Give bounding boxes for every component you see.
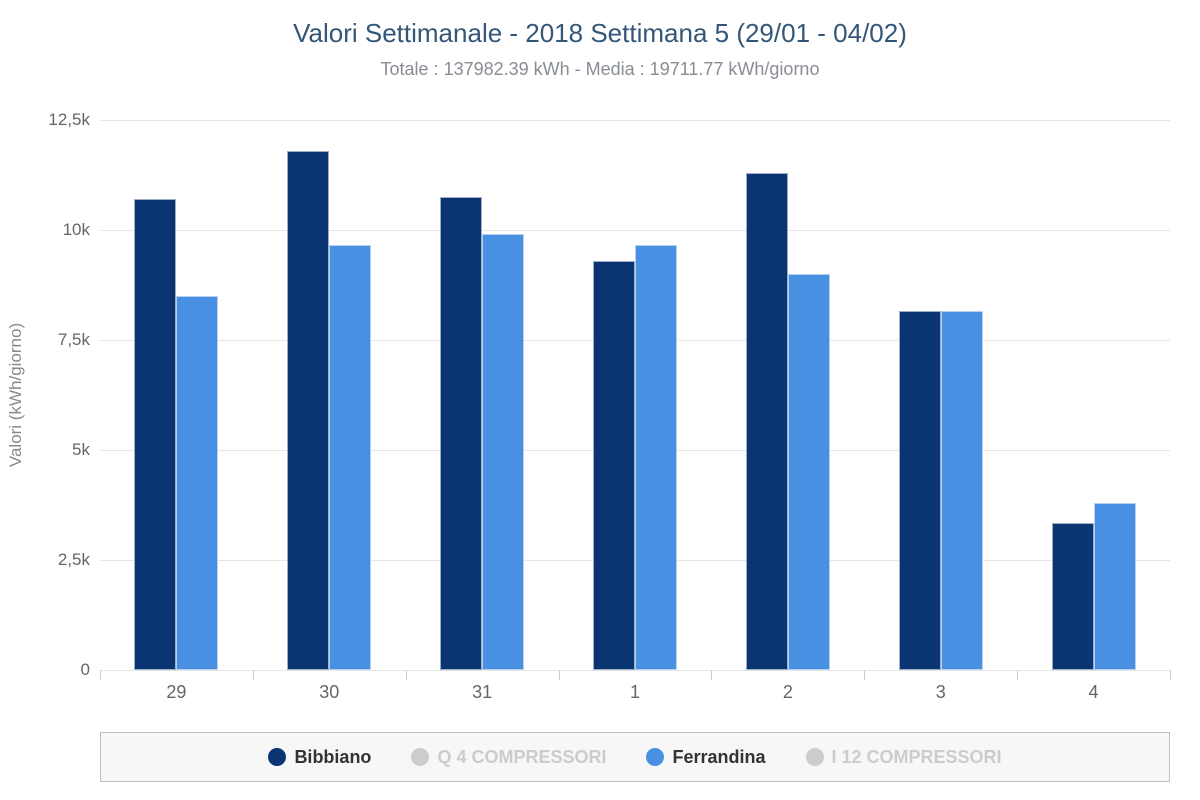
xaxis-tick [559, 670, 560, 680]
bar-bibbiano[interactable] [1052, 523, 1094, 670]
bar-bibbiano[interactable] [440, 197, 482, 670]
bar-ferrandina[interactable] [1094, 503, 1136, 670]
bar-ferrandina[interactable] [482, 234, 524, 670]
bar-bibbiano[interactable] [899, 311, 941, 670]
legend-label: I 12 COMPRESSORI [832, 747, 1002, 768]
xtick-label: 30 [319, 670, 339, 703]
legend-label: Q 4 COMPRESSORI [437, 747, 606, 768]
bar-bibbiano[interactable] [746, 173, 788, 670]
bar-bibbiano[interactable] [287, 151, 329, 670]
ytick-label: 12,5k [48, 110, 100, 130]
legend-item-bibbiano[interactable]: Bibbiano [268, 747, 371, 768]
xaxis-tick [1170, 670, 1171, 680]
legend-item-ferrandina[interactable]: Ferrandina [646, 747, 765, 768]
legend-item-i-12-compressori[interactable]: I 12 COMPRESSORI [806, 747, 1002, 768]
bar-ferrandina[interactable] [329, 245, 371, 670]
xaxis-tick [1017, 670, 1018, 680]
legend-swatch-icon [411, 748, 429, 766]
bar-ferrandina[interactable] [635, 245, 677, 670]
xaxis-tick [100, 670, 101, 680]
xaxis-tick [406, 670, 407, 680]
legend-label: Ferrandina [672, 747, 765, 768]
ytick-label: 10k [63, 220, 100, 240]
legend-label: Bibbiano [294, 747, 371, 768]
bar-bibbiano[interactable] [593, 261, 635, 670]
xtick-label: 3 [936, 670, 946, 703]
xtick-label: 2 [783, 670, 793, 703]
legend-item-q-4-compressori[interactable]: Q 4 COMPRESSORI [411, 747, 606, 768]
bar-ferrandina[interactable] [788, 274, 830, 670]
legend-swatch-icon [646, 748, 664, 766]
plot-area: 02,5k5k7,5k10k12,5k2930311234 [100, 120, 1170, 670]
chart-title: Valori Settimanale - 2018 Settimana 5 (2… [0, 0, 1200, 49]
gridline [100, 120, 1170, 121]
ytick-label: 5k [72, 440, 100, 460]
xaxis-tick [711, 670, 712, 680]
weekly-values-chart: Valori Settimanale - 2018 Settimana 5 (2… [0, 0, 1200, 800]
ytick-label: 0 [81, 660, 100, 680]
xtick-label: 1 [630, 670, 640, 703]
gridline [100, 230, 1170, 231]
chart-subtitle: Totale : 137982.39 kWh - Media : 19711.7… [0, 59, 1200, 80]
legend-swatch-icon [806, 748, 824, 766]
xaxis-tick [253, 670, 254, 680]
xtick-label: 31 [472, 670, 492, 703]
legend-swatch-icon [268, 748, 286, 766]
ytick-label: 2,5k [58, 550, 100, 570]
ytick-label: 7,5k [58, 330, 100, 350]
bar-ferrandina[interactable] [941, 311, 983, 670]
yaxis-label: Valori (kWh/giorno) [6, 323, 26, 467]
bar-ferrandina[interactable] [176, 296, 218, 670]
legend: Bibbiano Q 4 COMPRESSORI Ferrandina I 12 CO… [100, 732, 1170, 782]
bar-bibbiano[interactable] [134, 199, 176, 670]
xtick-label: 29 [166, 670, 186, 703]
xtick-label: 4 [1089, 670, 1099, 703]
xaxis-tick [864, 670, 865, 680]
